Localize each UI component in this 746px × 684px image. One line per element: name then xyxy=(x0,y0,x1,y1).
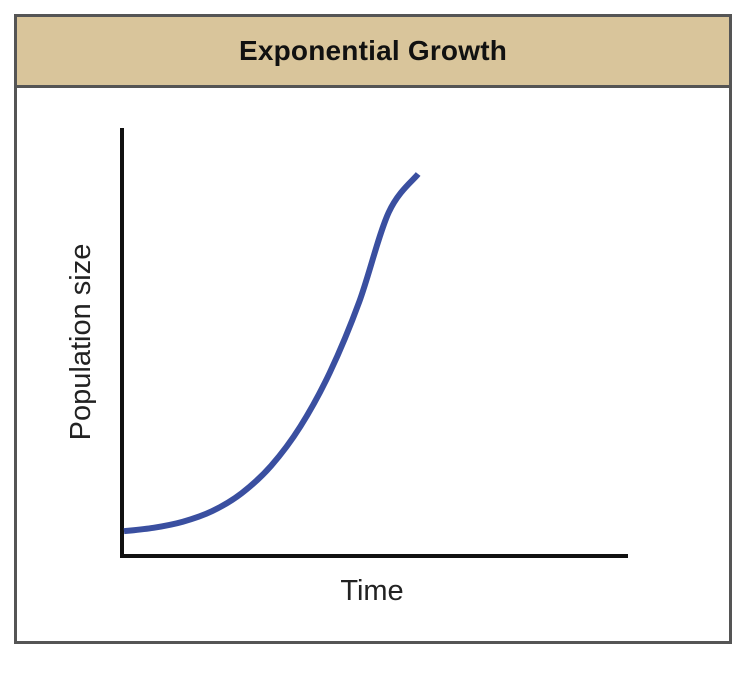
x-axis-label: Time xyxy=(340,575,403,607)
series-line-curve xyxy=(123,172,421,535)
chart-header: Exponential Growth xyxy=(17,17,729,88)
y-axis-label: Population size xyxy=(65,244,97,441)
chart-frame: Exponential Growth xyxy=(14,14,732,644)
chart-title: Exponential Growth xyxy=(238,35,508,66)
